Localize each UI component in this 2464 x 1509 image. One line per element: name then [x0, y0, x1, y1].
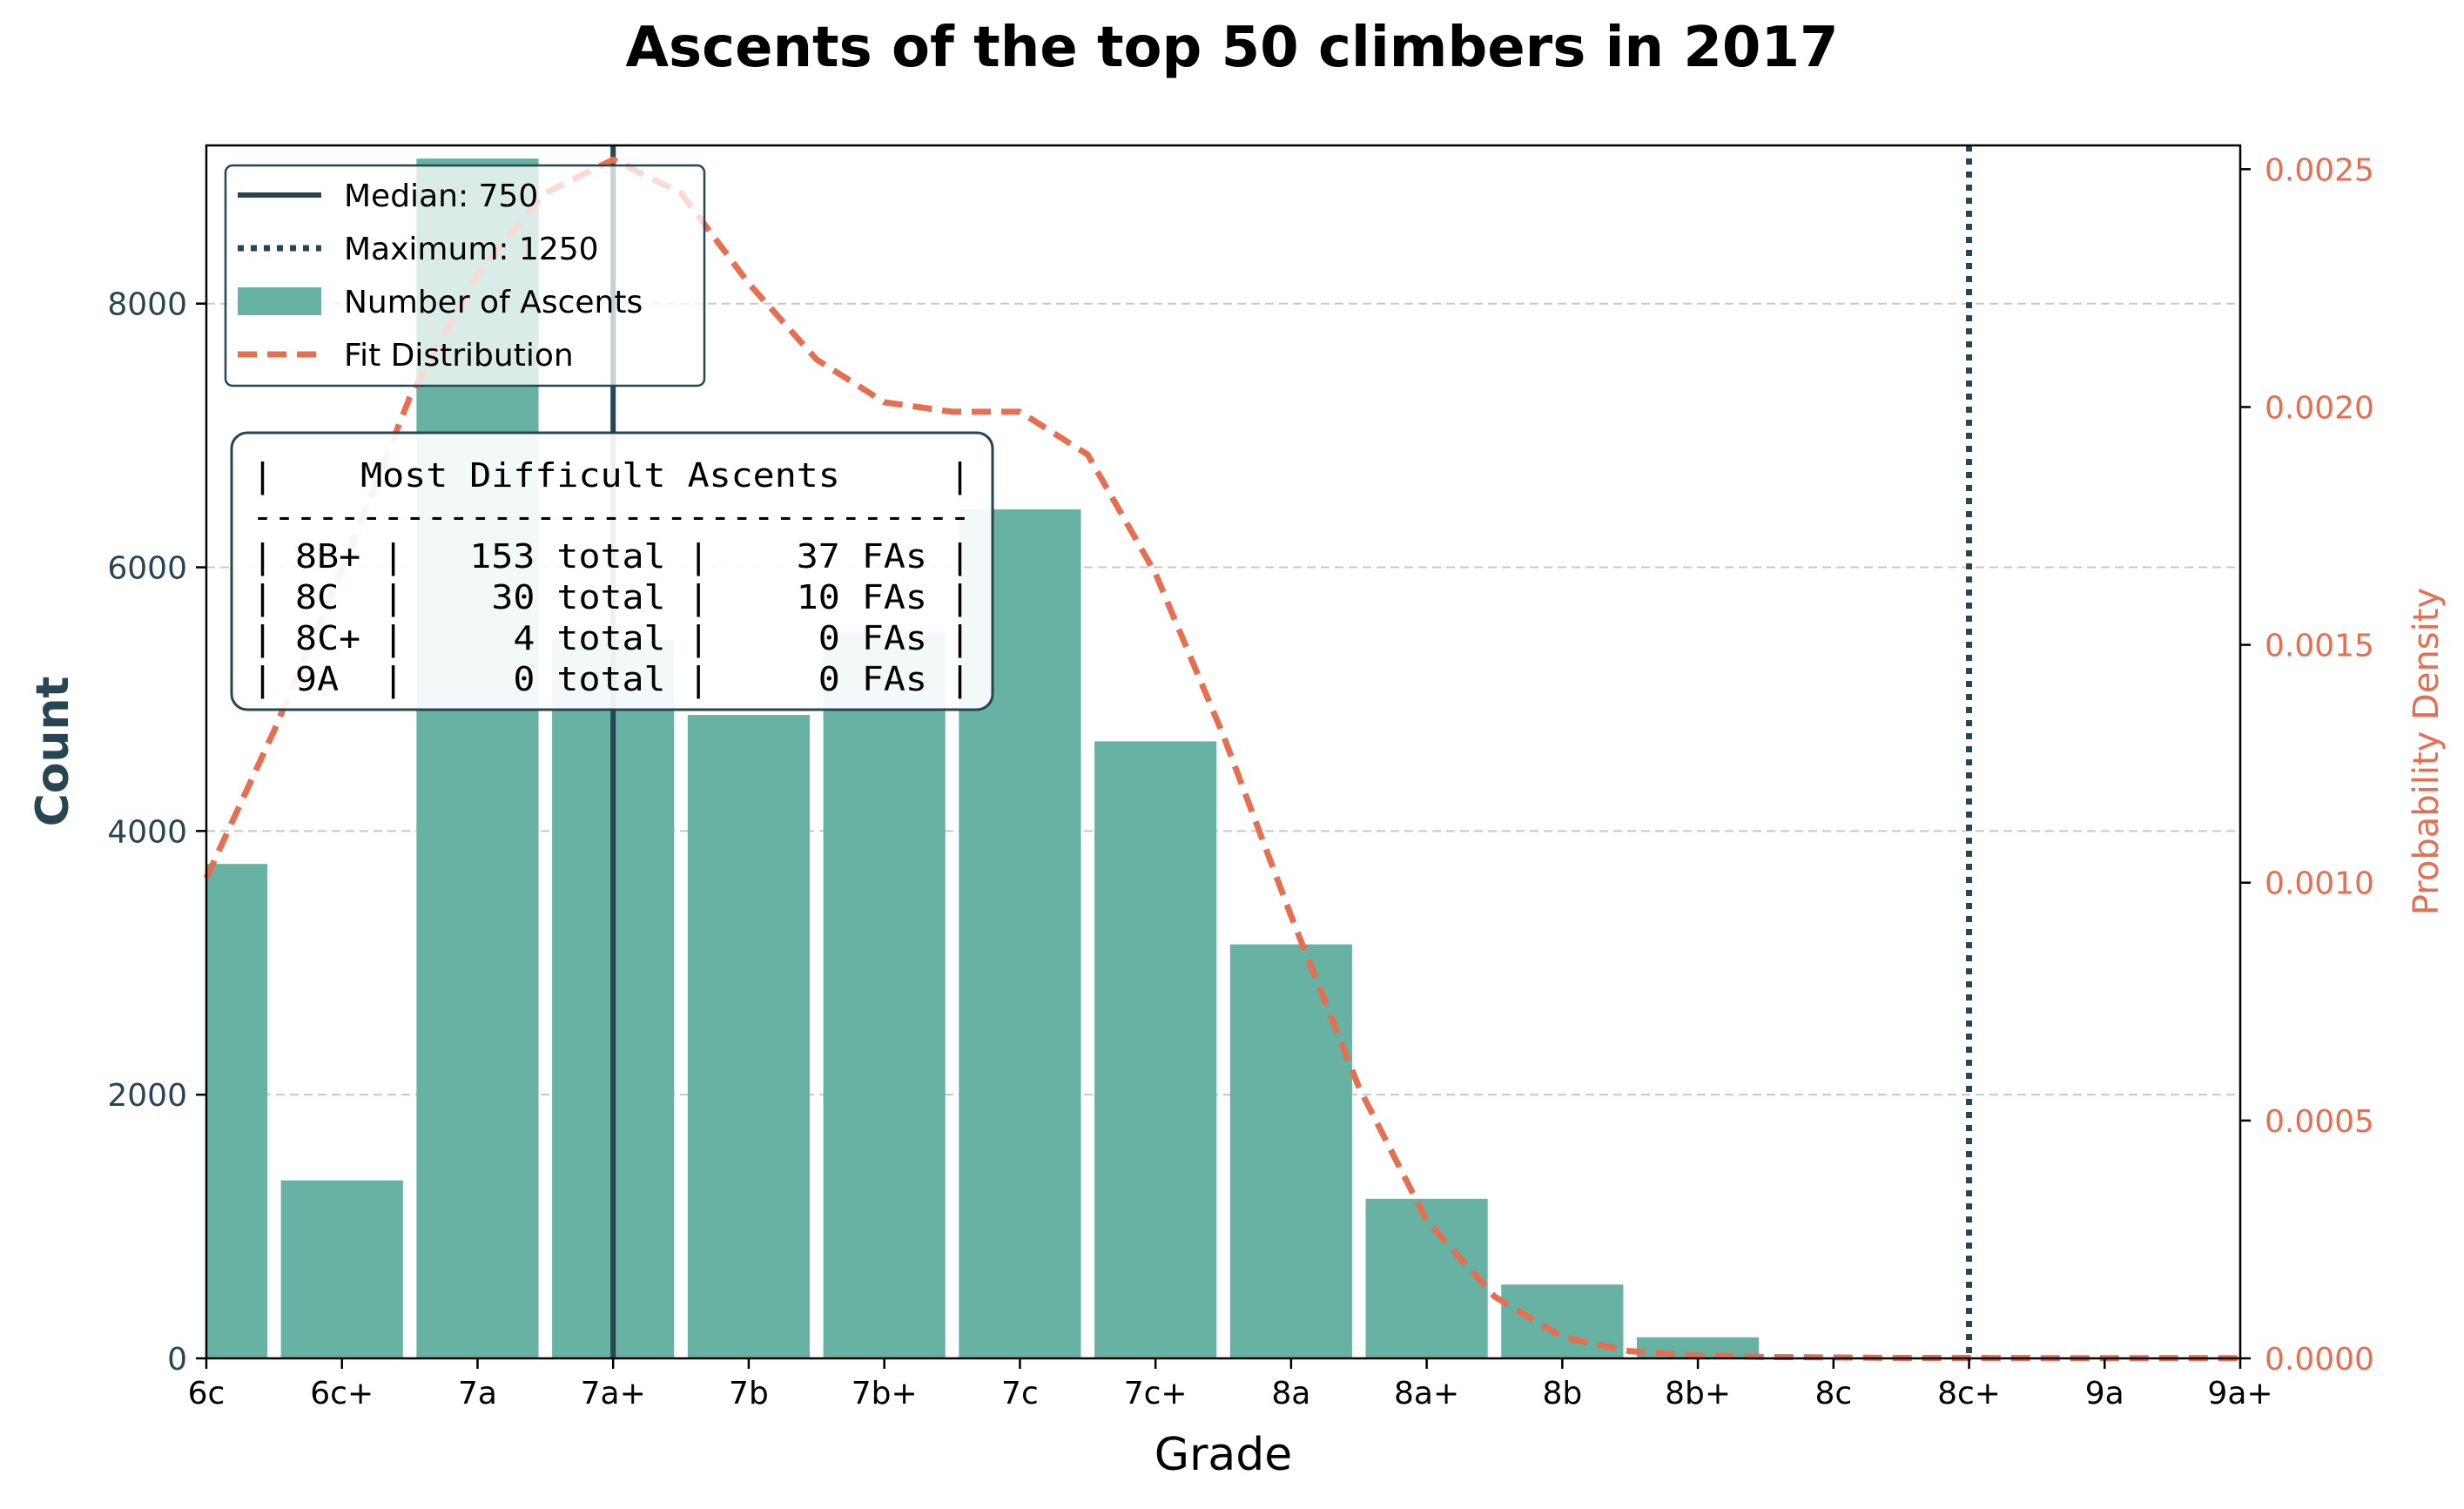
legend-bars-swatch [238, 287, 321, 315]
axes-layer: 6c 6c+ 7a 7a+ 7b 7b+ 7c 7c+ 8a 8a+ 8b 8b+ 8c 8c+ 9a 9a+… [107, 152, 2374, 1411]
bar-7c+ [1094, 741, 1217, 1358]
y2-tick-label: 0.0020 [2265, 390, 2374, 426]
x-tick-label: 8c+ [1937, 1376, 2001, 1411]
annotation-line: | 8B+ | 153 total | 37 FAs | [252, 537, 971, 576]
y-tick-label: 4000 [107, 814, 187, 850]
bar-7b [687, 715, 811, 1358]
x-axis-label: Grade [1155, 1429, 1293, 1481]
legend-bars-label: Number of Ascents [344, 285, 643, 320]
chart-title: Ascents of the top 50 climbers in 2017 [626, 16, 1839, 80]
x-tick-label: 8b [1542, 1376, 1582, 1411]
y-tick-label: 2000 [107, 1078, 187, 1114]
plot-frame [205, 144, 2242, 1360]
x-tick-label: 8a [1271, 1376, 1310, 1411]
y-tick-label: 8000 [107, 287, 187, 323]
x-tick-label: 7b [729, 1376, 769, 1411]
x-tick-label: 9a+ [2207, 1376, 2272, 1411]
y2-axis-label: Probability Density [2407, 588, 2447, 915]
y2-tick-label: 0.0015 [2265, 629, 2374, 664]
y2-tick-label: 0.0000 [2265, 1342, 2374, 1378]
bar-8a+ [1365, 1198, 1488, 1358]
y-axis-label: Count [27, 677, 79, 827]
y2-tick-label: 0.0010 [2265, 866, 2374, 902]
bar-8a [1229, 944, 1352, 1358]
bar-6c+ [280, 1180, 403, 1358]
y2-tick-label: 0.0005 [2265, 1104, 2374, 1140]
x-tick-label: 6c [188, 1376, 226, 1411]
annotation-line: | 8C+ | 4 total | 0 FAs | [252, 619, 971, 658]
x-tick-label: 9a [2085, 1376, 2124, 1411]
y-tick-label: 6000 [107, 551, 187, 587]
annotation-line: | 8C | 30 total | 10 FAs | [252, 578, 971, 617]
legend: Median: 750 Maximum: 1250 Number of Ascent… [224, 164, 706, 387]
annotation-line: | Most Difficult Ascents | [252, 456, 971, 495]
x-tick-label: 6c+ [310, 1376, 374, 1411]
y-tick-label: 0 [167, 1342, 187, 1378]
bar-6c [206, 864, 268, 1358]
bar-7b+ [823, 633, 946, 1358]
x-tick-label: 7b+ [852, 1376, 918, 1411]
x-tick-label: 8a+ [1394, 1376, 1459, 1411]
legend-box [224, 164, 706, 387]
annotation-line: | 9A | 0 total | 0 FAs | [252, 660, 971, 699]
x-tick-label: 7a+ [581, 1376, 646, 1411]
annotation-box-frame [230, 431, 994, 711]
legend-median-label: Median: 750 [344, 179, 538, 214]
x-tick-label: 8c [1814, 1376, 1852, 1411]
x-tick-label: 7a [458, 1376, 497, 1411]
x-tick-label: 8b+ [1665, 1376, 1731, 1411]
x-tick-label: 7c [1001, 1376, 1039, 1411]
annotation-line: --------------------------------- [252, 497, 971, 536]
y2-tick-label: 0.0025 [2265, 152, 2374, 188]
legend-fit-label: Fit Distribution [344, 338, 574, 374]
legend-maximum-label: Maximum: 1250 [344, 232, 599, 267]
x-tick-label: 7c+ [1124, 1376, 1188, 1411]
annotation-box: | Most Difficult Ascents |--------------… [230, 431, 994, 711]
